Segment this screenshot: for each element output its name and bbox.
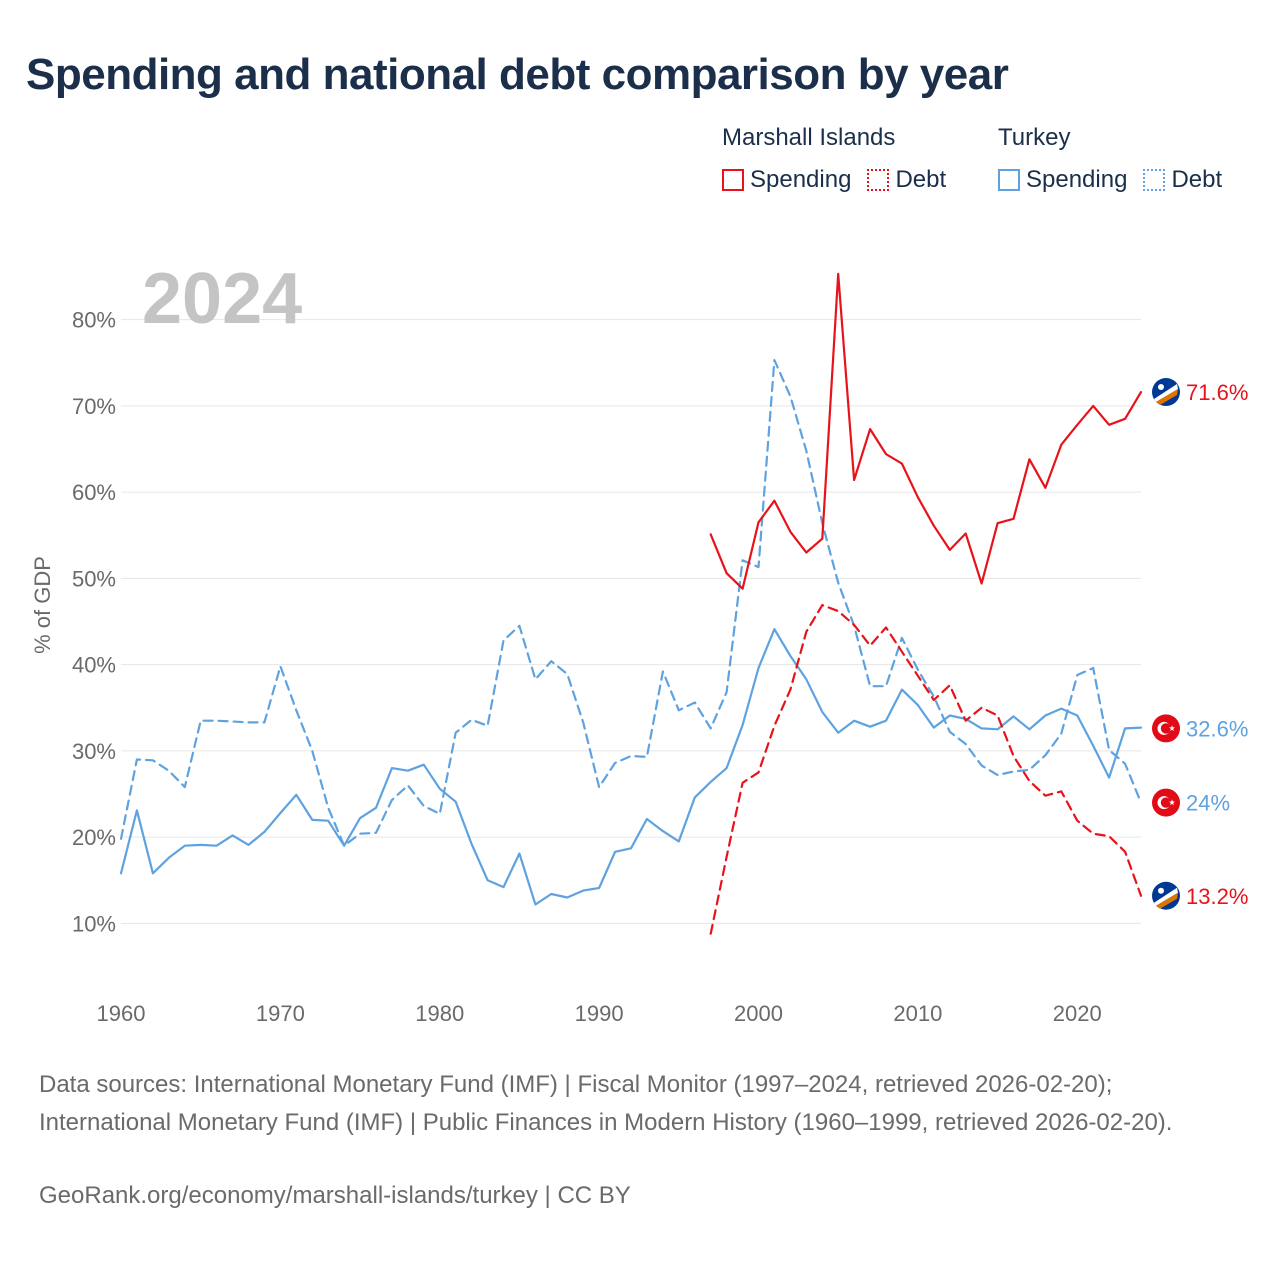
flag-stripe-white	[1154, 887, 1178, 906]
flag-star	[1169, 799, 1175, 806]
x-tick-label: 2000	[734, 1001, 783, 1026]
legend-group-name: Marshall Islands	[722, 124, 896, 151]
legend-item-label: Debt	[895, 166, 947, 193]
legend-group-name: Turkey	[998, 124, 1071, 151]
data-sources: Data sources: International Monetary Fun…	[39, 1071, 1173, 1136]
turkey-flag-icon	[1152, 714, 1180, 743]
legend-group-marshall-islands: Marshall Islands Spending Debt	[722, 124, 946, 194]
marshall-islands-flag-icon	[1152, 881, 1180, 910]
x-tick-label: 1990	[575, 1001, 624, 1026]
flag-stripe-orange	[1156, 389, 1178, 406]
y-tick-label: 10%	[72, 911, 116, 936]
legend-item-marshall-spending[interactable]: Spending	[722, 166, 851, 194]
legend-swatch-solid	[998, 169, 1020, 191]
x-tick-label: 1980	[415, 1001, 464, 1026]
flag-star	[1158, 887, 1164, 894]
credit-link[interactable]: GeoRank.org/economy/marshall-islands/tur…	[39, 1182, 631, 1209]
x-tick-label: 1960	[97, 1001, 146, 1026]
legend-swatch-solid	[722, 169, 744, 191]
legend-group-turkey: Turkey Spending Debt	[998, 124, 1222, 194]
flag-crescent-inner	[1160, 723, 1172, 734]
y-tick-label: 60%	[72, 480, 116, 505]
marshall-islands-spending-line	[709, 272, 1143, 590]
flag-star	[1158, 384, 1164, 391]
end-value-label: 32.6%	[1186, 716, 1248, 741]
y-tick-label: 50%	[72, 566, 116, 591]
marshall-islands-flag-icon	[1152, 378, 1180, 407]
turkey-spending-line	[119, 628, 1143, 906]
legend-item-label: Spending	[750, 166, 852, 193]
legend-item-marshall-debt[interactable]: Debt	[867, 166, 946, 194]
legend-swatch-dotted	[1143, 169, 1166, 191]
legend-item-label: Spending	[1026, 166, 1128, 193]
year-label: 2024	[142, 259, 302, 339]
flag-star	[1169, 725, 1175, 731]
marshall-islands-debt-line	[709, 603, 1143, 935]
y-tick-label: 30%	[72, 739, 116, 764]
end-value-label: 24%	[1186, 791, 1230, 816]
flag-crescent-inner	[1160, 797, 1172, 808]
y-axis-label: % of GDP	[30, 556, 55, 654]
legend-item-turkey-debt[interactable]: Debt	[1143, 166, 1222, 194]
y-tick-label: 20%	[72, 825, 116, 850]
flag-stripe-orange	[1156, 892, 1178, 909]
turkey-debt-line	[119, 359, 1143, 847]
y-tick-label: 70%	[72, 394, 116, 419]
end-value-label: 13.2%	[1186, 884, 1248, 909]
legend-item-label: Debt	[1171, 166, 1223, 193]
legend-swatch-dotted	[867, 169, 890, 191]
legend-item-turkey-spending[interactable]: Spending	[998, 166, 1127, 194]
chart-title: Spending and national debt comparison by…	[26, 50, 1009, 99]
flag-stripe-white	[1154, 384, 1178, 403]
x-tick-label: 2020	[1053, 1001, 1102, 1026]
y-tick-label: 80%	[72, 308, 116, 333]
end-value-label: 71.6%	[1186, 380, 1248, 405]
y-tick-label: 40%	[72, 653, 116, 678]
turkey-flag-icon	[1152, 788, 1180, 817]
x-tick-label: 2010	[893, 1001, 942, 1026]
x-tick-label: 1970	[256, 1001, 305, 1026]
chart-area: 2024 % of GDP 10% 20% 30% 40% 50% 60% 70% 80% 1…	[30, 259, 1248, 1026]
